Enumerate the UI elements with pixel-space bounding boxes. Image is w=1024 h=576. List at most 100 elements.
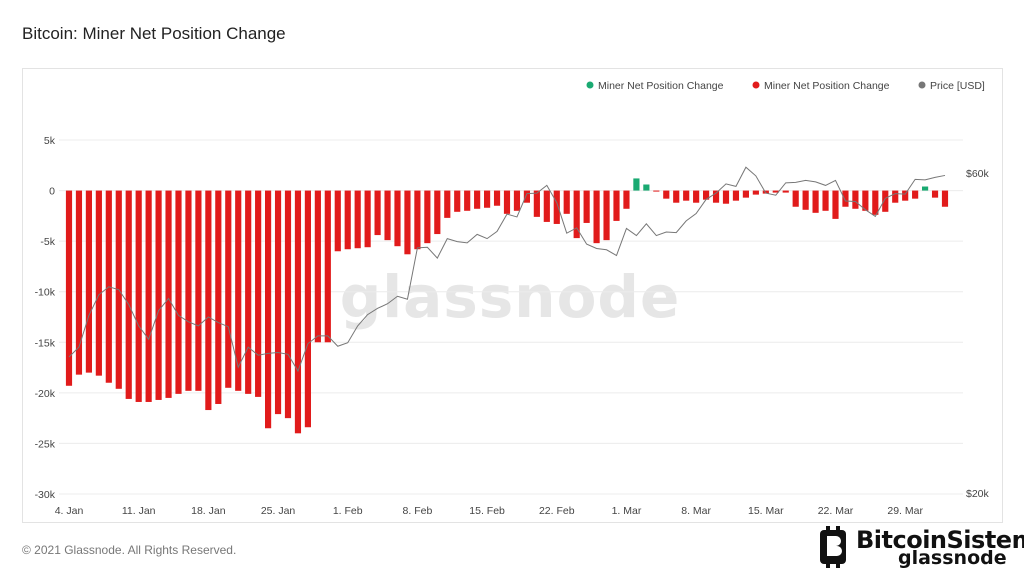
y-tick-label: 5k <box>44 135 56 147</box>
bar-2021-01-24 <box>265 190 272 429</box>
bar-2021-03-23 <box>842 190 849 207</box>
legend-dot <box>918 81 926 89</box>
bar-2021-02-26 <box>593 190 600 244</box>
bar-2021-03-08 <box>693 190 700 203</box>
bar-2021-03-26 <box>872 190 879 215</box>
bar-2021-01-04 <box>65 190 73 386</box>
bar-2021-02-06 <box>394 190 401 247</box>
bar-2021-01-18 <box>205 190 212 411</box>
y-tick-label: -30k <box>35 489 56 501</box>
bar-2021-01-14 <box>165 190 172 398</box>
x-tick-label: 15. Mar <box>748 505 784 517</box>
bar-2021-03-19 <box>802 190 809 210</box>
bar-2021-03-15 <box>762 190 769 194</box>
bar-2021-03-07 <box>683 190 690 201</box>
bar-2021-02-09 <box>424 190 431 244</box>
bar-2021-01-05 <box>75 190 83 375</box>
x-tick-label: 1. Feb <box>333 505 363 517</box>
brand-name: BitcoinSistemi <box>856 526 1024 554</box>
price-line <box>68 166 946 373</box>
bar-2021-02-19 <box>523 190 530 203</box>
bar-2021-03-30 <box>912 190 919 199</box>
x-tick-label: 18. Jan <box>191 505 226 517</box>
bar-2021-03-18 <box>792 190 799 207</box>
bar-2021-02-25 <box>583 190 590 223</box>
x-tick-label: 1. Mar <box>612 505 642 517</box>
bar-2021-01-29 <box>314 190 321 343</box>
y-tick-label: -25k <box>35 438 56 450</box>
x-tick-label: 8. Mar <box>681 505 711 517</box>
bar-2021-03-28 <box>892 190 899 203</box>
bar-2021-01-17 <box>195 190 202 391</box>
bar-2021-02-12 <box>454 190 461 212</box>
legend-entry: Miner Net Position Change <box>598 80 724 92</box>
bar-2021-02-18 <box>513 190 521 211</box>
x-tick-label: 25. Jan <box>261 505 296 517</box>
bar-2021-01-28 <box>304 190 311 428</box>
bar-2021-02-27 <box>603 190 610 241</box>
bar-2021-02-04 <box>374 190 381 236</box>
bar-2021-02-28 <box>613 190 620 221</box>
bar-2021-01-31 <box>334 190 341 252</box>
bar-2021-01-15 <box>175 190 182 394</box>
bar-2021-02-17 <box>503 190 511 214</box>
page-title: Bitcoin: Miner Net Position Change <box>22 24 286 43</box>
bar-2021-01-25 <box>274 190 282 415</box>
bar-2021-02-03 <box>364 190 371 248</box>
x-tick-label: 4. Jan <box>55 505 84 517</box>
y-tick-label: -5k <box>40 236 55 248</box>
chart-panel: glassnode 5k 0 -5k -10k -15k -20k -25k -30k $60k $… <box>22 68 1003 523</box>
bar-2021-04-02 <box>941 190 949 207</box>
bar-2021-02-02 <box>354 190 361 249</box>
glassnode-watermark: glassnode <box>340 263 681 331</box>
legend-dot <box>586 81 594 89</box>
bitcoin-logo-icon <box>820 526 846 568</box>
bar-2021-02-22 <box>553 190 560 224</box>
x-tick-label: 22. Feb <box>539 505 575 517</box>
bar-2021-02-16 <box>493 190 501 206</box>
bar-2021-03-05 <box>663 190 670 199</box>
bar-2021-03-20 <box>812 190 819 213</box>
bar-2021-01-23 <box>255 190 262 397</box>
bar-2021-01-12 <box>145 190 152 402</box>
y-tick-label: -15k <box>35 337 56 349</box>
bar-2021-01-30 <box>324 190 331 343</box>
x-tick-label: 29. Mar <box>887 505 923 517</box>
brand-watermark: BitcoinSistemi glassnode <box>812 522 1024 572</box>
copyright-footer: © 2021 Glassnode. All Rights Reserved. <box>22 543 237 557</box>
bar-2021-02-20 <box>533 190 540 217</box>
bar-2021-03-01 <box>623 190 630 209</box>
legend-dot <box>752 81 760 89</box>
bar-2021-03-13 <box>742 190 749 198</box>
bar-2021-03-09 <box>703 190 710 200</box>
y-right-tick-label: $20k <box>966 488 990 500</box>
x-tick-label: 8. Feb <box>403 505 433 517</box>
bar-2021-03-29 <box>902 190 909 201</box>
brand-sub: glassnode <box>898 547 1007 569</box>
bar-2021-01-22 <box>245 190 252 394</box>
bar-2021-02-08 <box>414 190 421 250</box>
bar-2021-03-25 <box>862 190 869 211</box>
bar-2021-03-14 <box>752 190 759 195</box>
bar-2021-03-31 <box>922 186 929 191</box>
x-tick-label: 22. Mar <box>818 505 854 517</box>
bar-2021-03-12 <box>732 190 740 201</box>
bar-2021-01-13 <box>155 190 162 400</box>
bar-2021-02-01 <box>344 190 351 250</box>
y-tick-label: -10k <box>35 287 56 299</box>
x-tick-label: 11. Jan <box>122 505 156 517</box>
bar-2021-01-21 <box>235 190 242 391</box>
y-tick-label: 0 <box>49 186 55 198</box>
bar-2021-03-22 <box>832 190 839 219</box>
bar-2021-03-10 <box>712 190 720 203</box>
chart[interactable]: glassnode 5k 0 -5k -10k -15k -20k -25k -30k $60k $… <box>23 69 1002 522</box>
bar-2021-02-21 <box>543 190 550 222</box>
bar-2021-01-16 <box>185 190 192 391</box>
legend-entry: Price [USD] <box>930 80 985 92</box>
legend-entry: Miner Net Position Change <box>764 80 890 92</box>
bar-2021-01-19 <box>215 190 222 404</box>
bar-2021-03-27 <box>882 190 889 212</box>
bar-2021-02-07 <box>404 190 411 255</box>
bar-2021-03-11 <box>722 190 730 204</box>
bar-2021-02-14 <box>474 190 481 209</box>
